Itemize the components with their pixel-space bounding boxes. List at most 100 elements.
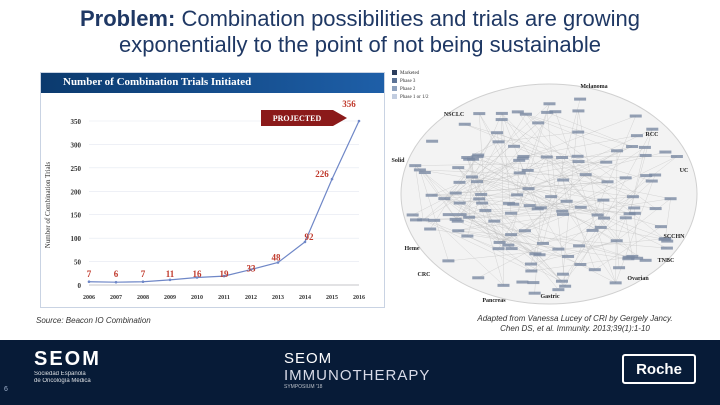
network-node [626,145,639,149]
network-edge [476,181,566,287]
network-node [518,229,531,233]
network-node [472,153,485,157]
region-label: RCC [646,132,659,138]
network-node [449,217,462,221]
network-node [453,180,466,184]
x-tick-label: 2011 [218,295,230,301]
legend-swatch [392,94,397,99]
projected-arrow [261,110,347,126]
network-node [572,130,585,134]
network-node [631,256,644,260]
network-node [461,156,474,160]
network-node [532,121,545,125]
chart-header: Number of Combination Trials Initiated [41,73,384,93]
network-edge [460,207,541,215]
network-edge [415,165,424,220]
network-node [619,216,632,220]
data-point [249,268,253,271]
network-edge [562,180,567,202]
network-node [529,252,542,256]
data-label: 11 [166,269,175,279]
network-edge [597,214,667,249]
network-node [453,201,466,205]
data-label: 92 [305,232,315,242]
legend-label: Phase 3 [400,79,416,84]
network-node [557,178,570,182]
network-node [639,258,652,262]
network-node [531,207,544,211]
seom-logo-sub-1: Sociedad Española [34,371,86,377]
network-node [601,180,614,184]
network-edge [419,169,656,209]
network-edge [423,219,532,272]
legend-swatch [392,78,397,83]
network-node [556,272,569,276]
network-edge [578,217,626,246]
network-edge [561,157,668,242]
network-edge [444,198,536,254]
network-node [536,241,549,245]
region-label: CRC [418,272,431,278]
network-edge [615,150,618,283]
chart-panel: Number of Combination Trials Initiated N… [40,72,385,308]
network-edge [448,214,629,258]
footer-bar: SEOM Sociedad Española de Oncología Médi… [0,340,720,405]
network-node [527,281,540,285]
x-tick-label: 2010 [191,295,203,301]
network-edge [444,198,629,258]
network-node [630,134,643,138]
network-node [461,234,474,238]
network-edge [525,114,563,158]
network-node [586,228,599,232]
network-node [513,171,526,175]
data-label: 6 [114,269,119,279]
network-node [463,215,476,219]
data-point [87,280,91,284]
x-tick-label: 2015 [326,295,338,301]
legend-swatch [392,86,397,91]
y-tick-label: 250 [71,165,82,173]
network-edge [415,165,566,287]
adapted-note-line-2: Chen DS, et al. Immunity. 2013;39(1):1-1… [500,324,650,333]
network-edge [455,146,633,220]
network-edge [615,174,656,283]
network-edge [467,157,617,241]
x-tick-label: 2014 [299,295,311,301]
data-label: 16 [193,269,203,279]
event-logo: SEOM IMMUNOTHERAPY SYMPOSIUM '18 [284,350,430,390]
network-edge [558,175,647,290]
network-node [574,205,587,209]
network-node [670,155,683,159]
network-node [562,254,575,258]
network-node [476,201,489,205]
data-point [222,274,226,278]
network-node [488,219,501,223]
network-node [591,213,604,217]
y-tick-label: 150 [71,212,82,220]
network-node [471,180,484,184]
data-point [168,278,172,282]
network-node [452,166,465,170]
network-node [438,197,451,201]
network-edge [537,150,618,209]
network-node [492,140,505,144]
data-point [357,119,361,123]
x-tick-label: 2013 [272,295,284,301]
network-node [552,247,565,251]
network-edge [471,176,601,228]
network-node [638,145,651,149]
network-edge [469,159,500,243]
network-edge [562,110,579,275]
network-edge [467,157,504,286]
network-node [522,187,535,191]
network-node [442,259,455,263]
network-node [508,144,521,148]
network-node [491,131,504,135]
network-edge [481,156,547,195]
network-edge [522,115,636,159]
legend-label: Phase 2 [400,87,416,92]
network-node [664,197,677,201]
network-node [524,262,537,266]
network-edge [444,157,563,199]
network-node [497,283,510,287]
